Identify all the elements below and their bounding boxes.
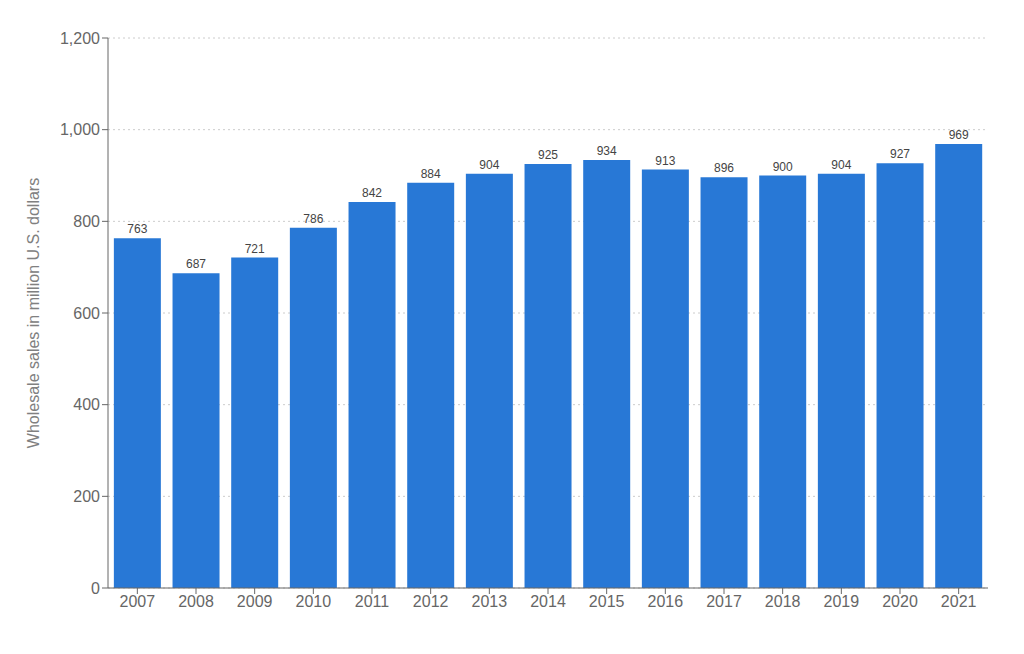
svg-text:0: 0 — [91, 580, 100, 597]
svg-text:2021: 2021 — [941, 593, 977, 610]
svg-text:913: 913 — [655, 154, 675, 168]
svg-text:925: 925 — [538, 148, 558, 162]
svg-text:2014: 2014 — [530, 593, 566, 610]
svg-text:2017: 2017 — [706, 593, 742, 610]
svg-text:800: 800 — [73, 213, 100, 230]
svg-text:904: 904 — [479, 158, 499, 172]
svg-text:687: 687 — [186, 257, 206, 271]
svg-text:969: 969 — [949, 128, 969, 142]
svg-text:934: 934 — [597, 144, 617, 158]
svg-text:2013: 2013 — [472, 593, 508, 610]
svg-text:927: 927 — [890, 147, 910, 161]
svg-text:2008: 2008 — [178, 593, 214, 610]
svg-text:721: 721 — [245, 242, 265, 256]
svg-text:2009: 2009 — [237, 593, 273, 610]
svg-text:2015: 2015 — [589, 593, 625, 610]
svg-text:1,200: 1,200 — [60, 30, 100, 47]
svg-text:842: 842 — [362, 186, 382, 200]
svg-text:600: 600 — [73, 305, 100, 322]
svg-text:400: 400 — [73, 396, 100, 413]
svg-text:2018: 2018 — [765, 593, 801, 610]
svg-text:786: 786 — [303, 212, 323, 226]
svg-text:1,000: 1,000 — [60, 121, 100, 138]
svg-text:Wholesale sales in million U.S: Wholesale sales in million U.S. dollars — [25, 178, 42, 448]
svg-text:2007: 2007 — [120, 593, 156, 610]
svg-text:2016: 2016 — [648, 593, 684, 610]
svg-text:2020: 2020 — [882, 593, 918, 610]
svg-text:884: 884 — [421, 167, 441, 181]
svg-text:2019: 2019 — [824, 593, 860, 610]
svg-text:200: 200 — [73, 488, 100, 505]
svg-text:900: 900 — [773, 160, 793, 174]
svg-text:2012: 2012 — [413, 593, 449, 610]
svg-text:896: 896 — [714, 161, 734, 175]
svg-text:2010: 2010 — [296, 593, 332, 610]
svg-text:2011: 2011 — [355, 593, 390, 610]
svg-text:763: 763 — [127, 222, 147, 236]
svg-text:904: 904 — [831, 158, 851, 172]
